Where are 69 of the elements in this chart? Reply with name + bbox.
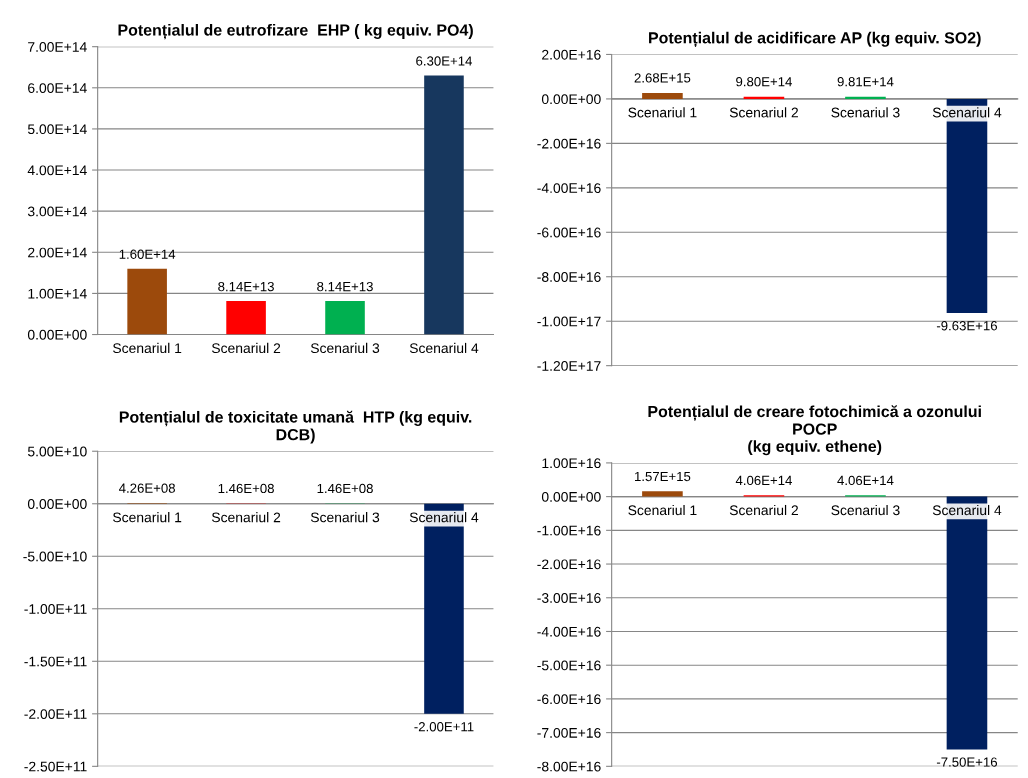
y-tick-label: 5.00E+14: [27, 124, 87, 135]
data-label: 4.26E+08: [119, 483, 175, 493]
y-tick-label: -2.00E+16: [537, 559, 601, 570]
x-tick-label: Scenariul 3: [310, 512, 380, 523]
x-tick-label: Scenariul 1: [628, 504, 697, 516]
y-tick-label: -1.50E+11: [24, 656, 87, 667]
y-tick-label: -1.00E+16: [537, 525, 601, 536]
y-tick-label: -8.00E+16: [537, 761, 601, 772]
data-label: 9.81E+14: [837, 77, 894, 87]
data-label: 1.46E+08: [317, 483, 373, 494]
x-tick-label: Scenariul 3: [831, 107, 900, 118]
y-tick-label: -5.00E+10: [23, 551, 87, 562]
data-label: 1.57E+15: [634, 471, 691, 482]
y-tick-label: 2.00E+16: [542, 49, 601, 60]
data-label: 1.46E+08: [218, 483, 274, 494]
x-tick-label: Scenariul 2: [729, 107, 798, 118]
y-tick-label: 4.00E+14: [27, 165, 87, 176]
data-label: 1.60E+14: [119, 249, 176, 259]
y-tick-label: -6.00E+16: [537, 227, 601, 238]
x-tick-label: Scenariul 3: [310, 342, 380, 354]
y-tick-label: -1.20E+17: [537, 360, 601, 371]
x-tick-label: Scenariul 1: [113, 342, 182, 354]
x-tick-label: Scenariul 1: [628, 107, 697, 118]
data-label: 8.14E+13: [218, 281, 274, 292]
data-label: 9.80E+14: [736, 77, 792, 87]
data-label: -7.50E+16: [936, 757, 998, 767]
data-label: 2.68E+15: [634, 73, 691, 83]
y-tick-label: -2.00E+11: [24, 709, 87, 719]
x-tick-label: Scenariul 4: [409, 512, 479, 523]
y-tick-label: -1.00E+17: [537, 316, 601, 327]
y-tick-label: 0.00E+00: [27, 499, 87, 509]
chart-title: Potențialul de creare fotochimică a ozonului POCP (kg equiv. ethene): [648, 405, 981, 456]
x-tick-label: Scenariul 3: [831, 504, 900, 516]
data-label: 8.14E+13: [317, 281, 373, 292]
y-tick-label: 5.00E+10: [27, 446, 87, 457]
x-tick-label: Scenariul 2: [729, 504, 798, 516]
y-tick-label: 6.00E+14: [28, 83, 87, 93]
x-tick-label: Scenariul 4: [932, 504, 1002, 516]
x-tick-label: Scenariul 4: [932, 107, 1002, 118]
data-label: -2.00E+11: [414, 722, 474, 732]
y-tick-label: -2.00E+16: [537, 138, 601, 149]
chart-title: Potențialul de toxicitate umană HTP (kg equiv. DCB): [119, 410, 472, 444]
y-tick-label: 0.00E+00: [541, 491, 601, 502]
data-label: 4.06E+14: [735, 475, 792, 486]
data-label: 4.06E+14: [837, 475, 894, 486]
y-tick-label: 0.00E+00: [27, 329, 87, 340]
y-tick-label: 0.00E+00: [541, 94, 601, 105]
y-tick-label: 3.00E+14: [27, 206, 87, 217]
y-tick-label: 1.00E+16: [542, 458, 601, 469]
chart-title: Potențialul de eutrofizare EHP ( kg equiv. PO4): [118, 23, 473, 40]
y-tick-label: -7.00E+16: [537, 727, 601, 738]
y-tick-label: -4.00E+16: [537, 626, 601, 637]
y-tick-label: 2.00E+14: [28, 247, 87, 258]
y-tick-label: -2.50E+11: [24, 761, 87, 772]
y-tick-label: -4.00E+16: [537, 183, 601, 193]
x-tick-label: Scenariul 2: [211, 342, 281, 354]
x-tick-label: Scenariul 4: [409, 342, 479, 354]
y-tick-label: 7.00E+14: [28, 42, 87, 52]
y-tick-label: -6.00E+16: [537, 694, 601, 705]
data-label: -9.63E+16: [936, 321, 998, 331]
y-tick-label: 1.00E+14: [28, 288, 87, 299]
x-tick-label: Scenariul 2: [211, 512, 281, 523]
y-tick-label: -8.00E+16: [537, 272, 601, 282]
y-tick-label: -3.00E+16: [537, 593, 601, 603]
data-label: 6.30E+14: [416, 56, 473, 66]
y-tick-label: -5.00E+16: [537, 660, 601, 671]
y-tick-label: -1.00E+11: [24, 604, 87, 614]
x-tick-label: Scenariul 1: [113, 512, 182, 523]
chart-title: Potențialul de acidificare AP (kg equiv. SO2): [649, 31, 981, 48]
